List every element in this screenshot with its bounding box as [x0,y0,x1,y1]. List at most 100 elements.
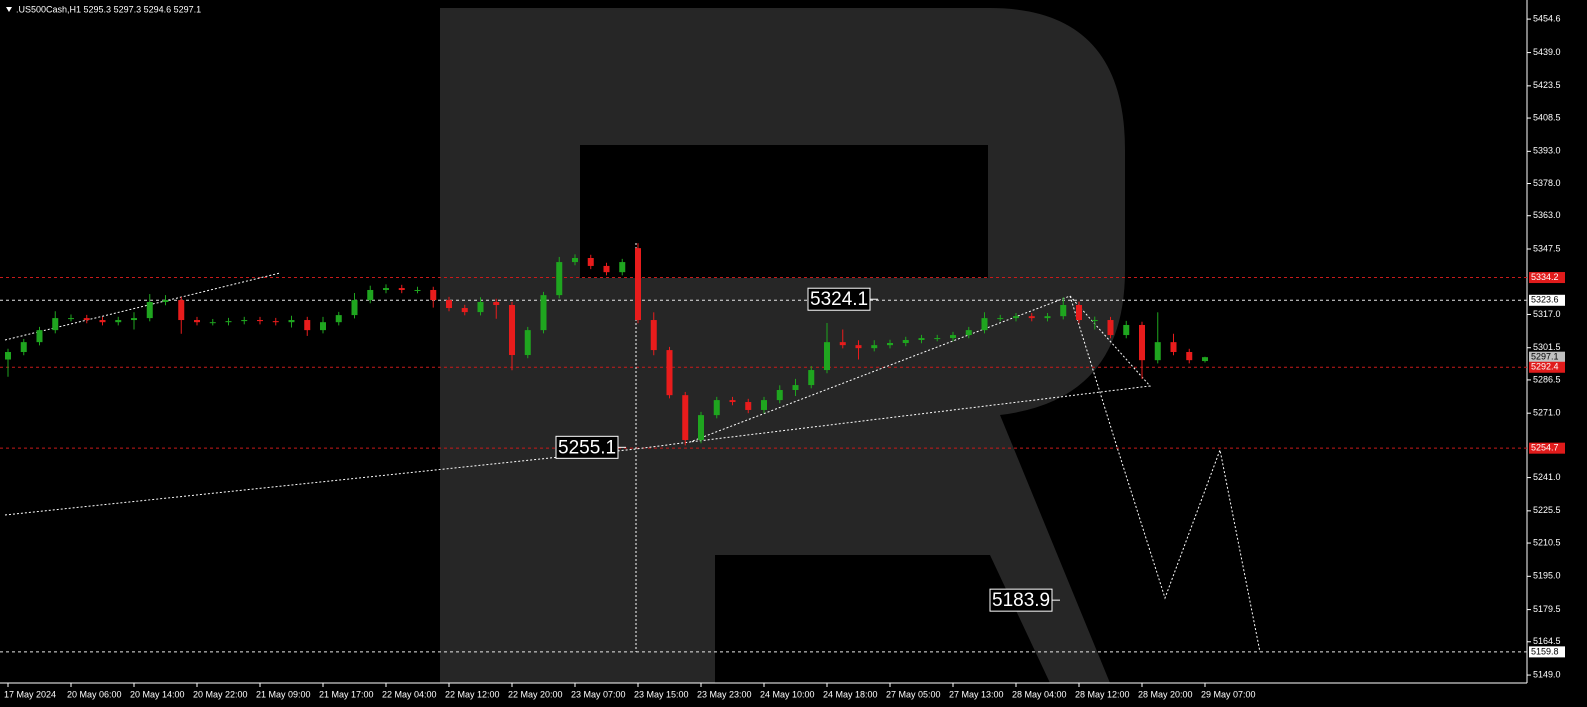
menu-triangle[interactable] [6,7,12,12]
forecast-line [4,295,1152,516]
price-label-box [1529,351,1565,363]
candle-body [178,300,185,321]
x-tick-label: 27 May 13:00 [949,689,1004,699]
chart-title: .US500Cash,H1 5295.3 5297.3 5294.6 5297.… [16,4,201,14]
y-tick-label: 5301.5 [1533,342,1561,352]
y-tick-label: 5210.5 [1533,537,1561,547]
price-label-box [1529,294,1565,306]
candle-body [839,342,846,346]
candle-body [52,318,59,331]
candle-body [997,318,1004,320]
price-label-box [1529,361,1565,373]
x-tick-label: 23 May 07:00 [571,689,626,699]
price-label: 5297.1 [1531,352,1559,362]
candle-body [619,262,626,273]
x-tick-label: 20 May 06:00 [67,689,122,699]
x-tick-label: 27 May 05:00 [886,689,941,699]
y-tick-label: 5363.0 [1533,210,1561,220]
candle-body [729,400,736,403]
x-tick-label: 22 May 20:00 [508,689,563,699]
candle-body [335,315,342,323]
candle-body [225,321,232,323]
candle-body [698,415,704,441]
x-tick-label: 24 May 10:00 [760,689,815,699]
x-tick-label: 23 May 15:00 [634,689,689,699]
x-tick-label: 20 May 22:00 [193,689,248,699]
x-tick-label: 21 May 09:00 [256,689,311,699]
x-tick-label: 23 May 23:00 [697,689,752,699]
candle-body [414,289,421,291]
watermark [440,8,1125,683]
price-label-box [1529,646,1565,658]
price-label-box [1529,272,1565,284]
forecast-line [4,272,281,341]
candle-body [272,321,279,323]
x-tick-label: 20 May 14:00 [130,689,185,699]
candle-body [131,318,137,321]
y-tick-label: 5179.5 [1533,604,1561,614]
candle-body [5,352,11,360]
y-tick-label: 5393.0 [1533,146,1561,156]
y-tick-label: 5439.0 [1533,47,1561,57]
y-tick-label: 5378.0 [1533,178,1561,188]
candle-body [509,305,515,356]
candle-body [1170,342,1177,353]
candle-body [540,295,547,331]
candle-body [477,302,484,313]
candle-body [808,370,815,386]
x-tick-label: 28 May 04:00 [1012,689,1067,699]
candle-body [1060,305,1067,317]
y-tick-label: 5164.5 [1533,636,1561,646]
price-label-box [1529,442,1565,454]
forecast-line [1069,295,1261,653]
candle-body [367,289,374,301]
annotation: 5255.1 [558,437,616,458]
candle-body [572,258,578,263]
annotation: 5183.9 [992,590,1050,611]
price-label: 5323.6 [1531,295,1559,305]
y-tick-label: 5271.0 [1533,408,1561,418]
candle-body [603,265,610,273]
candle-body [887,343,893,346]
candle-body [934,338,941,340]
y-tick-label: 5225.5 [1533,505,1561,515]
candle-body [871,345,878,349]
candle-body [194,320,200,323]
candle-body [68,318,74,320]
candle-body [115,320,122,323]
price-label: 5254.7 [1531,443,1559,453]
candle-body [351,300,358,316]
y-tick-label: 5241.0 [1533,472,1561,482]
price-label: 5334.2 [1531,272,1559,282]
candle-body [713,400,720,416]
candle-body [461,308,468,313]
candle-body [446,300,452,309]
candle-body [776,390,783,401]
annotation: 5324.1 [810,289,868,310]
candle-body [745,402,752,410]
candle-body [493,302,500,306]
x-tick-label: 28 May 20:00 [1138,689,1193,699]
candle-body [320,322,326,331]
candle-body [162,300,169,303]
candle-body [1013,316,1019,319]
candle-body [524,330,531,356]
candle-body [761,400,767,410]
candle-body [257,320,263,322]
x-tick-label: 17 May 2024 [4,689,56,699]
x-tick-label: 24 May 18:00 [823,689,878,699]
candle-body [1154,342,1161,361]
candle-body [792,385,799,391]
candle-body [304,320,311,331]
candle-body [824,342,830,371]
candle-body [288,320,295,323]
candle-body [682,395,689,441]
candle-body [965,330,972,336]
x-tick-label: 21 May 17:00 [319,689,374,699]
candle-body [241,320,248,322]
x-tick-label: 22 May 04:00 [382,689,437,699]
candle-body [556,262,563,296]
candle-body [398,288,405,290]
candle-body [1076,305,1082,321]
